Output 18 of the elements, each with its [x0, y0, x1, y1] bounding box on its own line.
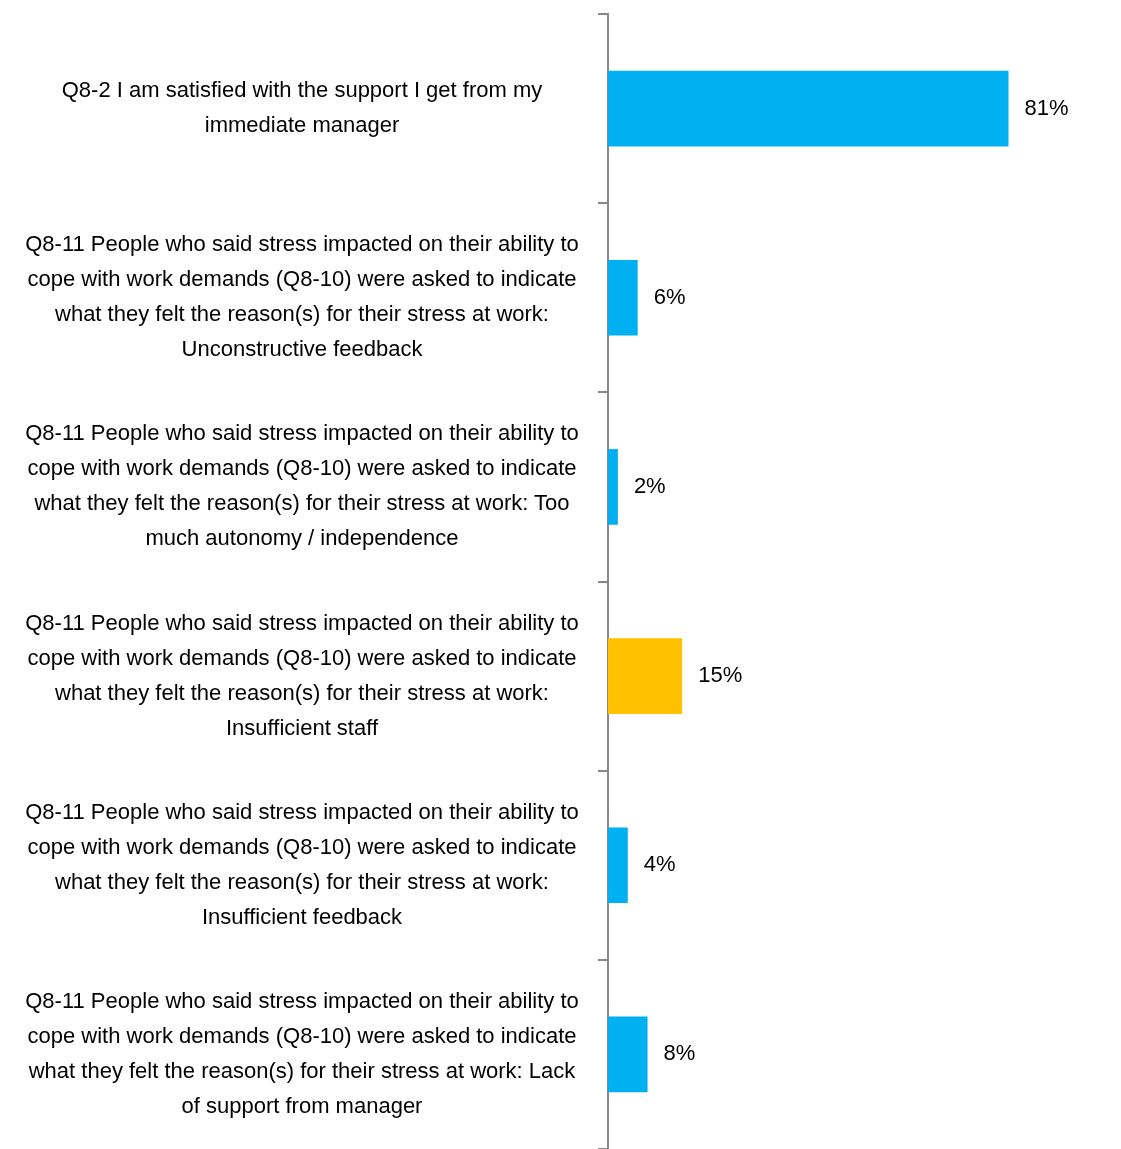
bar — [608, 449, 618, 525]
data-label: 81% — [1024, 94, 1069, 120]
y-tick-label: Q8-11 People who said stress impacted on their ability to cope with work demands (Q8-10) were asked to indicate what they felt the reason(s) for their stress at work: Insufficient staff — [25, 609, 579, 740]
data-label: 15% — [698, 662, 743, 688]
y-tick-label: Q8-11 People who said stress impacted on their ability to cope with work demands (Q8-10) were asked to indicate what they felt the reason(s) for their stress at work: Unconstructive feedback — [25, 231, 579, 362]
bar — [608, 638, 683, 714]
data-label: 2% — [633, 472, 666, 498]
y-tick-label: Q8-11 People who said stress impacted on their ability to cope with work demands (Q8-10) were asked to indicate what they felt the reason(s) for their stress at work: Too much autonomy / independence — [25, 420, 579, 551]
bar — [608, 70, 1009, 147]
y-tick-label: Q8-11 People who said stress impacted on their ability to cope with work demands (Q8-10) were asked to indicate what they felt the reason(s) for their stress at work: Lack of support from manager — [25, 987, 579, 1118]
data-label: 6% — [653, 283, 686, 309]
data-label: 8% — [663, 1040, 696, 1066]
data-label: 4% — [643, 851, 676, 877]
bar — [608, 259, 638, 336]
bar — [608, 1016, 648, 1093]
bar — [608, 827, 628, 904]
y-tick-label: Q8-11 People who said stress impacted on their ability to cope with work demands (Q8-10) were asked to indicate what they felt the reason(s) for their stress at work: Insufficient feedback — [25, 798, 579, 929]
y-tick-label: Q8-2 I am satisfied with the support I get from my immediate manager — [61, 77, 543, 138]
